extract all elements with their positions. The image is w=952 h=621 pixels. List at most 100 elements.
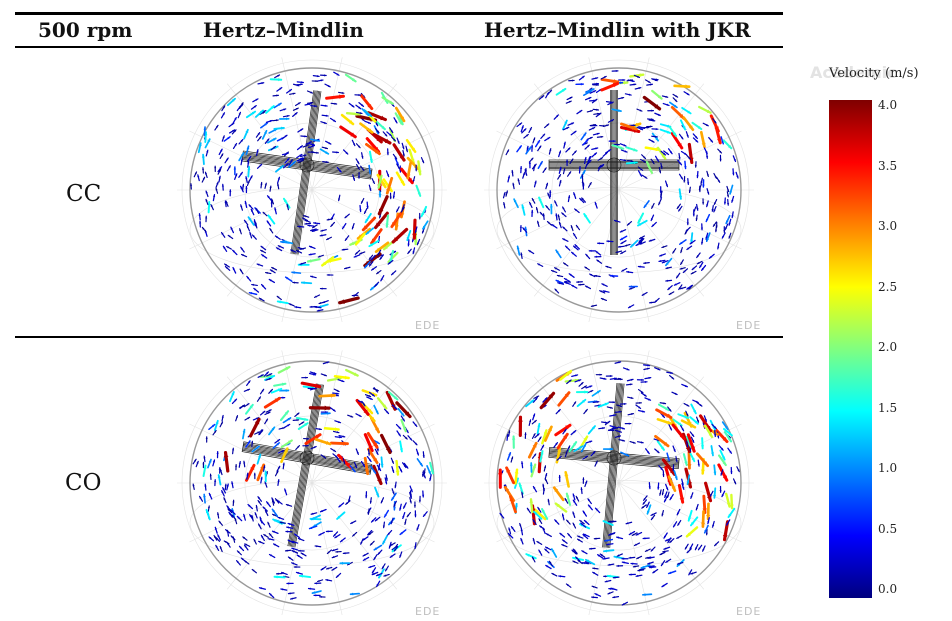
velocity-arrow <box>202 167 205 174</box>
velocity-arrow <box>308 405 331 411</box>
velocity-arrow <box>583 408 588 415</box>
velocity-arrow <box>256 396 262 402</box>
velocity-arrow <box>568 79 575 82</box>
velocity-arrow <box>361 389 378 397</box>
velocity-arrow <box>297 549 305 552</box>
velocity-arrow <box>342 149 349 155</box>
velocity-arrow <box>281 152 289 156</box>
velocity-arrow <box>239 228 242 235</box>
velocity-arrow <box>262 211 268 217</box>
velocity-arrow <box>421 490 425 498</box>
velocity-arrow <box>325 530 333 533</box>
velocity-arrow <box>570 284 578 289</box>
velocity-arrow <box>244 543 251 547</box>
velocity-arrow <box>583 212 591 224</box>
velocity-arrow <box>331 548 339 552</box>
velocity-arrow <box>231 481 234 489</box>
velocity-arrow <box>279 108 287 112</box>
velocity-arrow <box>595 112 602 118</box>
velocity-arrow <box>303 215 310 218</box>
velocity-arrow <box>203 455 206 463</box>
velocity-arrow <box>222 245 228 252</box>
velocity-arrow <box>561 513 565 521</box>
velocity-arrow <box>320 454 327 459</box>
velocity-arrow <box>592 567 599 570</box>
colorbar-tick-label: 0.0 <box>878 582 898 596</box>
velocity-arrow <box>666 452 670 462</box>
velocity-arrow <box>246 472 249 480</box>
velocity-arrow <box>651 89 663 100</box>
velocity-arrow <box>291 547 299 551</box>
velocity-arrow <box>292 418 300 422</box>
velocity-arrow <box>570 251 577 257</box>
velocity-arrow <box>531 433 536 439</box>
velocity-arrow <box>633 542 641 547</box>
velocity-arrow <box>666 371 674 375</box>
velocity-arrow <box>582 534 589 540</box>
velocity-arrow <box>374 281 380 288</box>
velocity-arrow <box>507 175 511 183</box>
velocity-arrow <box>266 373 273 377</box>
velocity-arrow <box>658 199 662 206</box>
velocity-arrow <box>258 540 265 545</box>
velocity-arrow <box>370 266 378 271</box>
velocity-arrow <box>563 277 571 283</box>
velocity-arrow <box>393 546 399 552</box>
header-hertz-mindlin: Hertz–Mindlin <box>203 18 364 42</box>
velocity-arrow <box>277 245 285 249</box>
velocity-arrow <box>706 188 710 195</box>
velocity-arrow <box>679 119 687 131</box>
velocity-arrow <box>698 414 713 433</box>
velocity-arrow <box>591 98 598 104</box>
velocity-arrow <box>279 117 290 121</box>
velocity-arrow <box>266 195 272 202</box>
velocity-arrow <box>608 532 615 536</box>
velocity-arrow <box>253 538 257 545</box>
velocity-arrow <box>580 487 583 495</box>
velocity-arrow <box>643 367 650 371</box>
velocity-arrow <box>331 555 339 559</box>
velocity-arrow <box>273 382 287 387</box>
velocity-arrow <box>250 208 255 216</box>
velocity-arrow <box>251 283 258 287</box>
velocity-arrow <box>312 224 318 229</box>
velocity-arrow <box>285 503 293 507</box>
velocity-arrow <box>332 531 339 537</box>
velocity-arrow <box>228 511 234 518</box>
velocity-arrow <box>735 171 739 179</box>
velocity-arrow <box>302 144 309 148</box>
velocity-arrow <box>692 133 698 140</box>
velocity-arrow <box>274 207 277 215</box>
velocity-arrow <box>555 279 564 284</box>
velocity-arrow <box>600 297 608 301</box>
velocity-arrow <box>608 587 616 591</box>
velocity-arrow <box>354 232 366 246</box>
velocity-arrow <box>306 258 321 263</box>
velocity-arrow <box>405 145 408 153</box>
velocity-arrow <box>661 509 664 517</box>
velocity-arrow <box>647 109 655 112</box>
velocity-arrow <box>614 361 622 364</box>
velocity-arrow <box>412 218 417 240</box>
velocity-arrow <box>662 550 669 553</box>
velocity-arrow <box>559 532 566 538</box>
velocity-arrow <box>322 361 330 365</box>
velocity-arrow <box>301 217 309 222</box>
velocity-arrow <box>566 96 573 101</box>
velocity-arrow <box>725 214 731 225</box>
velocity-arrow <box>279 521 286 524</box>
velocity-arrow <box>320 229 327 232</box>
velocity-arrow <box>624 422 632 425</box>
velocity-arrow <box>627 396 634 399</box>
velocity-arrow <box>713 198 718 206</box>
velocity-arrow <box>213 419 219 432</box>
velocity-arrow <box>212 429 217 436</box>
velocity-arrow <box>594 201 598 209</box>
colorbar-tick-label: 3.0 <box>878 219 898 233</box>
velocity-arrow <box>260 476 263 484</box>
velocity-arrow <box>589 90 597 94</box>
velocity-arrow <box>374 448 379 456</box>
velocity-arrow <box>590 304 598 307</box>
velocity-arrow <box>684 160 687 170</box>
velocity-arrow <box>556 455 562 461</box>
